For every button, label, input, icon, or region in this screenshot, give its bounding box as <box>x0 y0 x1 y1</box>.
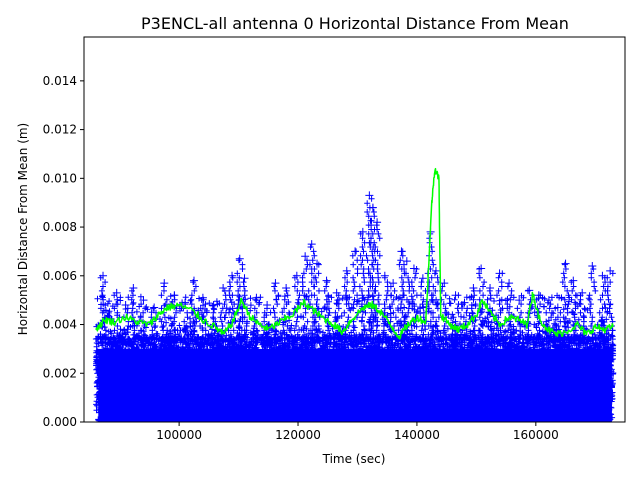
x-tick-label: 100000 <box>156 428 202 442</box>
scatter-outlier-point <box>505 279 514 288</box>
scatter-outlier-point <box>418 274 427 283</box>
line-series-path <box>95 167 614 340</box>
scatter-outlier-point <box>515 296 524 305</box>
scatter-outlier-point <box>150 303 159 312</box>
scatter-outlier-point <box>606 266 615 275</box>
scatter-outlier-point <box>431 266 440 275</box>
line-series <box>95 167 614 340</box>
scatter-outlier-point <box>271 279 280 288</box>
y-tick-label: 0.004 <box>43 318 77 332</box>
scatter-outlier-point <box>263 301 272 310</box>
scatter-outlier-point <box>561 259 570 268</box>
x-axis-label: Time (sec) <box>322 452 386 466</box>
chart-title: P3ENCL-all antenna 0 Horizontal Distance… <box>141 14 569 33</box>
scatter-outlier-point <box>569 276 578 285</box>
scatter-outlier-point <box>170 291 179 300</box>
scatter-outlier-point <box>235 254 244 263</box>
scatter-outlier-point <box>409 264 418 273</box>
scatter-outlier-point <box>313 259 322 268</box>
y-tick-label: 0.006 <box>43 269 77 283</box>
scatter-outlier-point <box>228 271 237 280</box>
scatter-outlier-point <box>469 283 478 292</box>
scatter-outlier-point <box>588 262 597 271</box>
scatter-outlier-point <box>397 247 406 256</box>
scatter-outlier-point <box>402 257 411 266</box>
scatter-outlier-point <box>578 288 587 297</box>
scatter-outlier-point <box>451 291 460 300</box>
scatter-outlier-point <box>380 271 389 280</box>
x-tick-label: 160000 <box>513 428 559 442</box>
scatter-outlier-point <box>189 276 198 285</box>
scatter-outlier-point <box>301 252 310 261</box>
scatter-outlier-point <box>440 279 449 288</box>
scatter-outlier-point <box>373 218 382 227</box>
scatter-outlier-point <box>477 264 486 273</box>
scatter-outlier-point <box>282 283 291 292</box>
scatter-outlier-point <box>351 247 360 256</box>
x-axis-ticks: 100000 120000 140000 160000 <box>156 422 559 442</box>
scatter-outlier-point <box>598 271 607 280</box>
scatter-outlier-point <box>160 279 169 288</box>
y-tick-label: 0.008 <box>43 220 77 234</box>
scatter-outlier-point <box>389 279 398 288</box>
scatter-outlier-point <box>99 271 108 280</box>
scatter-outlier-point <box>342 266 351 275</box>
y-tick-label: 0.012 <box>43 123 77 137</box>
scatter-outlier-point <box>358 227 367 236</box>
scatter-outlier-point <box>112 288 121 297</box>
y-tick-label: 0.010 <box>43 171 77 185</box>
scatter-outlier-point <box>129 283 138 292</box>
plot-frame <box>83 36 626 423</box>
scatter-outlier-point <box>292 271 301 280</box>
plot-area <box>92 167 617 422</box>
scatter-outlier-point <box>139 296 148 305</box>
scatter-series <box>93 333 617 422</box>
scatter-outlier-point <box>486 283 495 292</box>
x-tick-label: 120000 <box>275 428 321 442</box>
scatter-outlier-point <box>553 303 562 312</box>
scatter-outlier-point <box>307 240 316 249</box>
scatter-outlier-point <box>495 269 504 278</box>
scatter-outlier-point <box>240 274 249 283</box>
y-tick-label: 0.000 <box>43 415 77 429</box>
y-axis-label: Horizontal Distance From Mean (m) <box>16 123 30 335</box>
y-axis-ticks: 0.000 0.002 0.004 0.006 0.008 0.010 0.012 0.014 <box>43 74 84 429</box>
scatter-outlier-point <box>332 288 341 297</box>
scatter-outlier-point <box>219 283 228 292</box>
scatter-outlier-point <box>365 191 374 200</box>
y-tick-label: 0.002 <box>43 366 77 380</box>
scatter-outlier-point <box>525 286 534 295</box>
scatter-outlier-point <box>368 203 377 212</box>
x-tick-label: 140000 <box>394 428 440 442</box>
y-tick-label: 0.014 <box>43 74 77 88</box>
scatter-dense-band <box>98 348 612 422</box>
scatter-outlier-point <box>322 276 331 285</box>
